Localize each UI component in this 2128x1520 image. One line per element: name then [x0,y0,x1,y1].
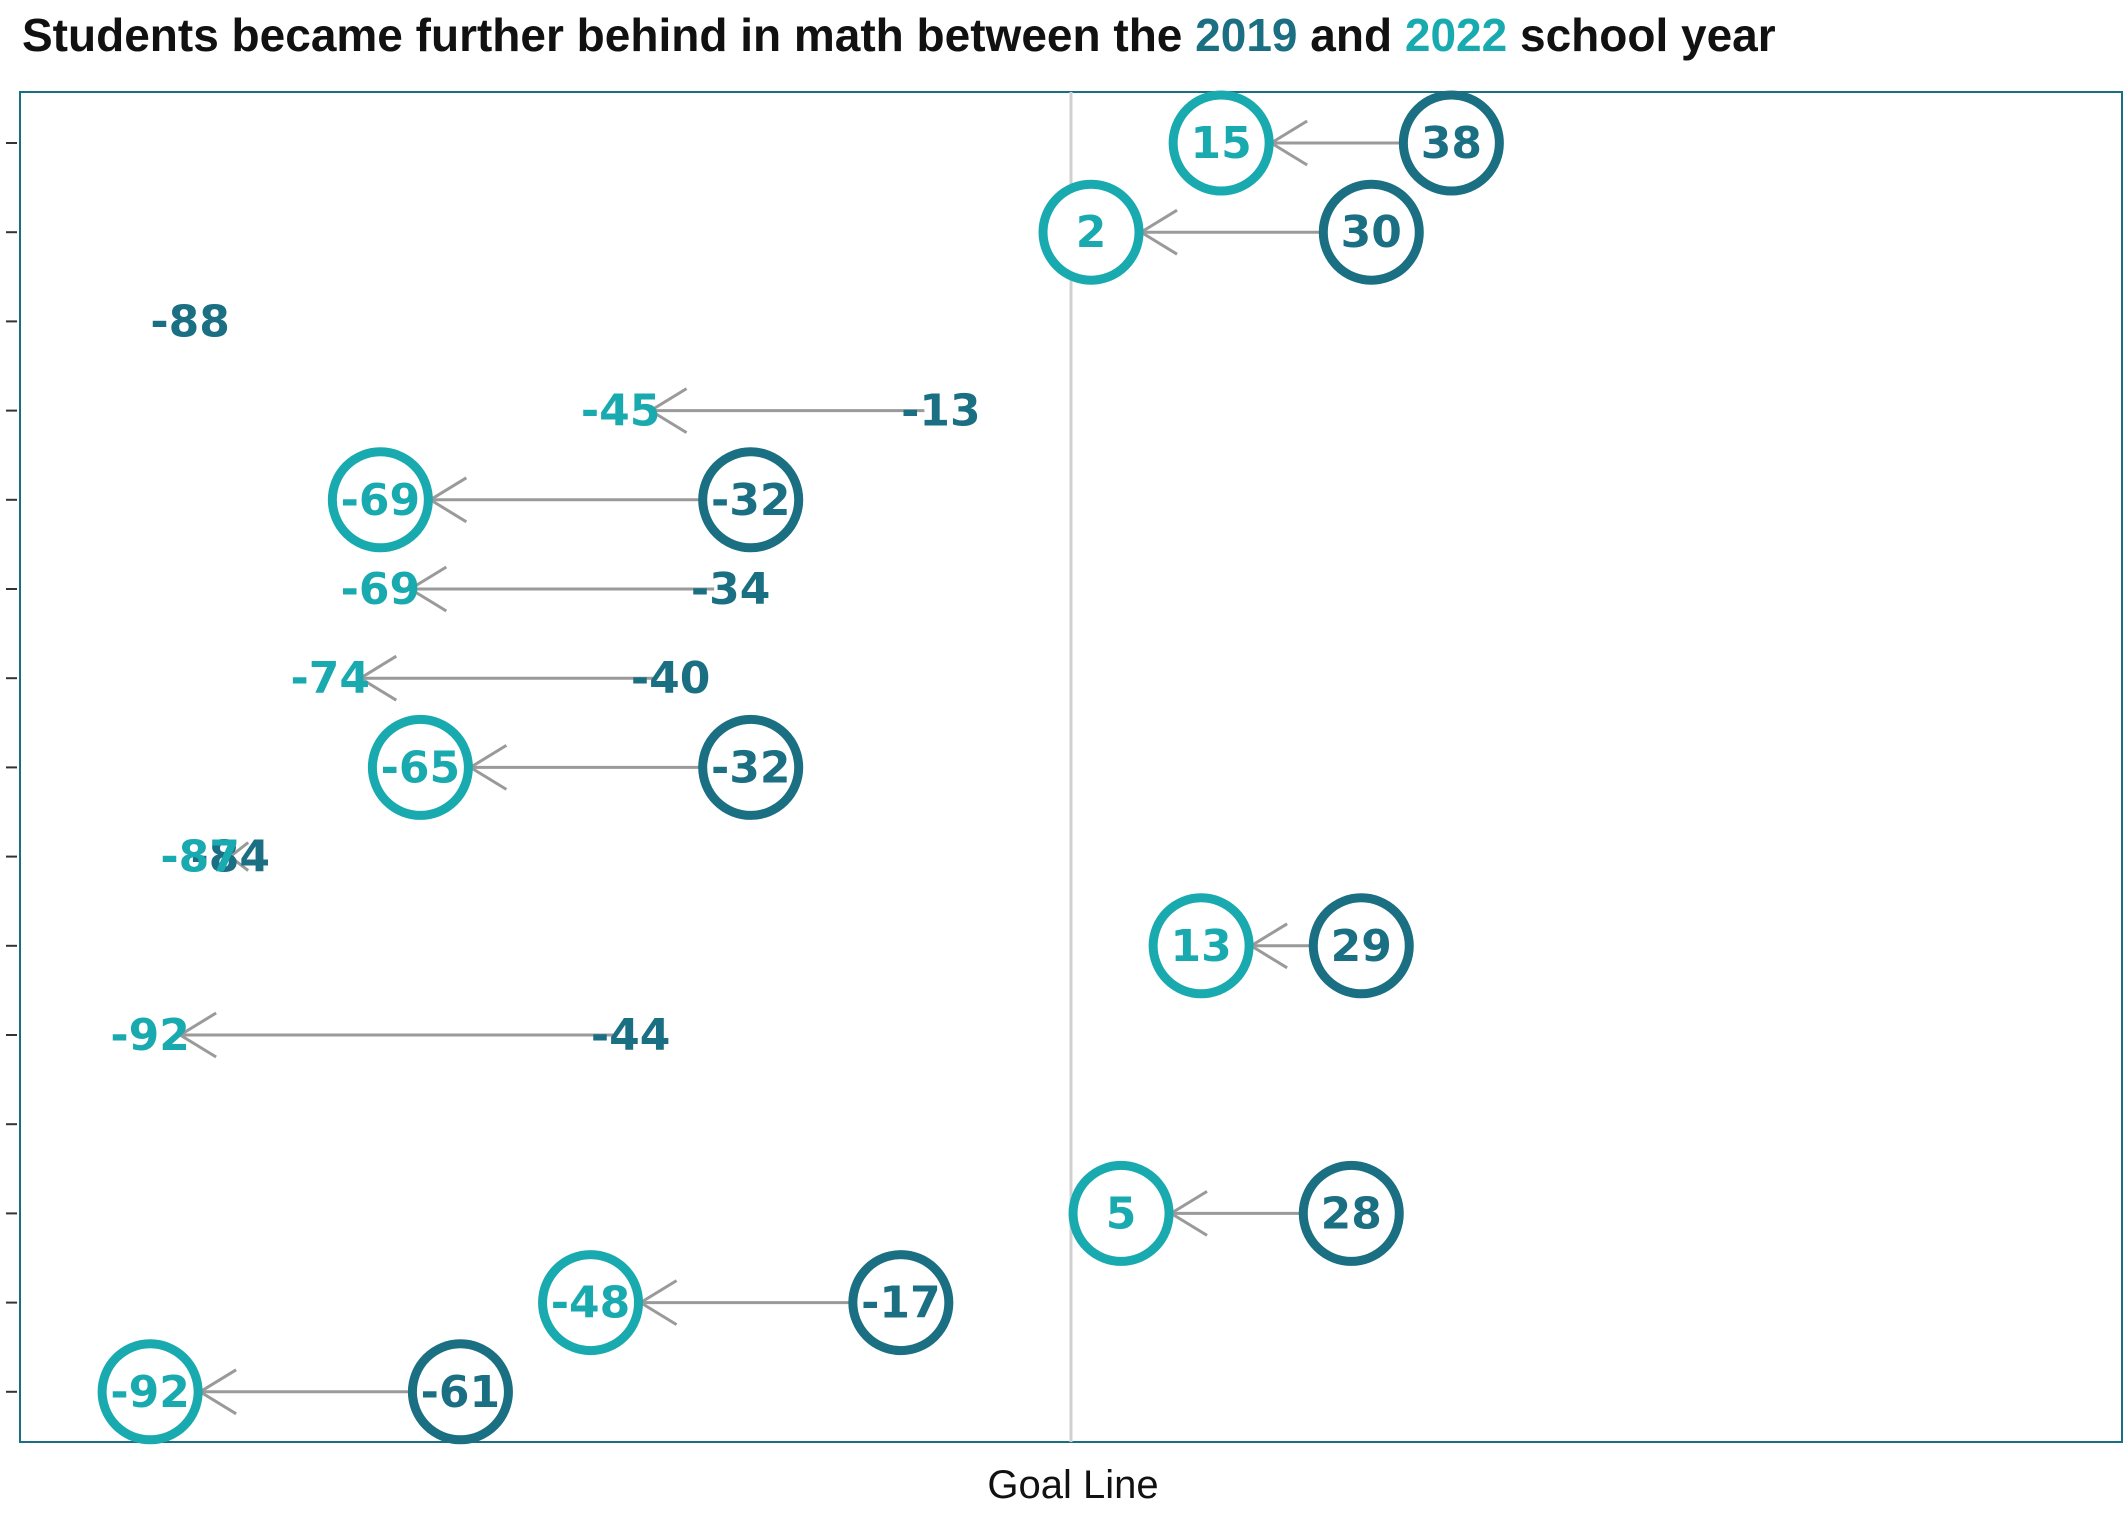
point-2022-label: ‑92 [110,1010,190,1061]
point-2019-circle [1298,1160,1404,1266]
point-2019-label: ‑17 [861,1278,941,1329]
point-2022-label: ‑48 [551,1278,631,1329]
point-2022-circle [1068,1160,1174,1266]
arrow-head [227,841,250,872]
point-2022-circle [367,714,473,820]
point-2019-label: 29 [1331,921,1392,972]
point-2019-circle [698,714,804,820]
point-2019-label: 28 [1321,1188,1382,1239]
point-2019-circle [1308,893,1414,999]
point-2019-circle [1398,90,1504,196]
chart-title: Students became further behind in math b… [22,8,1776,62]
point-2019-label: ‑84 [190,832,270,883]
point-2019-label: ‑40 [631,653,711,704]
point-2022-label: ‑65 [381,742,461,793]
point-2022-label: ‑74 [291,653,371,704]
point-2022-label: ‑69 [341,475,421,526]
point-2022-label: 2 [1076,207,1107,258]
title-year-2022: 2022 [1404,9,1508,61]
point-2019-label: ‑88 [150,296,230,347]
point-2022-label: 13 [1171,921,1232,972]
point-2019-circle [407,1339,513,1445]
point-2022-circle [538,1250,644,1356]
point-2022-circle [327,447,433,553]
point-2022-circle [97,1339,203,1445]
point-2019-circle [848,1250,954,1356]
point-2019-label: 38 [1421,118,1482,169]
point-2022-label: ‑45 [581,386,661,437]
arrow-head [407,565,448,613]
point-2022-label: ‑92 [110,1367,190,1418]
point-2019-label: ‑44 [591,1010,671,1061]
point-2019-label: ‑32 [711,742,791,793]
x-axis-label: Goal Line [987,1463,1158,1507]
arrow-head [177,1011,217,1059]
arrow-head [647,387,688,434]
point-2022-label: ‑69 [341,564,421,615]
title-middle: and [1297,9,1405,61]
point-2019-label: ‑61 [421,1367,501,1418]
point-2019-label: ‑13 [901,386,981,437]
point-2022-label: 5 [1106,1188,1137,1239]
point-2019-circle [1318,179,1424,285]
point-2022-circle [1148,893,1254,999]
arrow-head [357,654,398,702]
point-2019-label: 30 [1341,207,1402,258]
point-2022-circle [1168,90,1274,196]
title-suffix: school year [1507,9,1776,61]
point-2019-label: ‑34 [691,564,771,615]
point-2022-label: ‑87 [160,832,240,883]
point-2022-label: 15 [1191,118,1252,169]
point-2022-circle [1038,179,1144,285]
title-prefix: Students became further behind in math b… [22,9,1196,61]
point-2019-label: ‑32 [711,475,791,526]
point-2019-circle [698,447,804,553]
title-year-2019: 2019 [1195,9,1298,61]
